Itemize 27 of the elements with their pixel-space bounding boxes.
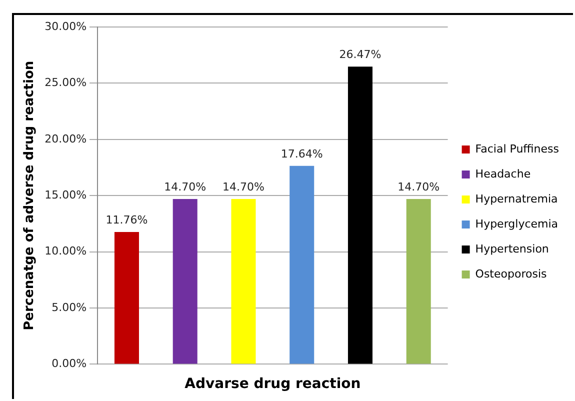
bar [172,198,198,364]
legend-label: Facial Puffiness [475,142,560,156]
bar [290,166,314,364]
bar [348,66,372,364]
y-tick-label: 0.00% [52,357,87,370]
data-label: 11.76% [106,213,148,226]
data-label: 14.70% [222,180,264,194]
legend-label: Hypertension [475,242,549,256]
y-axis-title: Percenatge of adverse drug reaction [22,60,38,330]
bar [231,198,256,364]
legend-label: Hyperglycemia [475,217,558,230]
data-label: 14.70% [398,180,440,194]
bar [114,232,139,364]
y-tick-label: 20.00% [44,132,87,146]
y-tick-label: 10.00% [44,244,87,258]
data-label: 26.47% [339,48,382,62]
data-label: 17.64% [280,147,323,160]
y-tick-label: 30.00% [44,20,87,33]
legend-label: Osteoporosis [475,267,548,280]
y-tick-label: 15.00% [44,188,87,202]
y-tick-label: 25.00% [44,76,87,90]
legend-label: Headache [475,167,531,180]
bar [406,198,431,364]
legend-label: Hypernatremia [475,192,558,206]
x-axis-title: Advarse drug reaction [184,376,361,392]
y-tick-label: 5.00% [52,300,87,314]
data-label: 14.70% [164,180,206,194]
